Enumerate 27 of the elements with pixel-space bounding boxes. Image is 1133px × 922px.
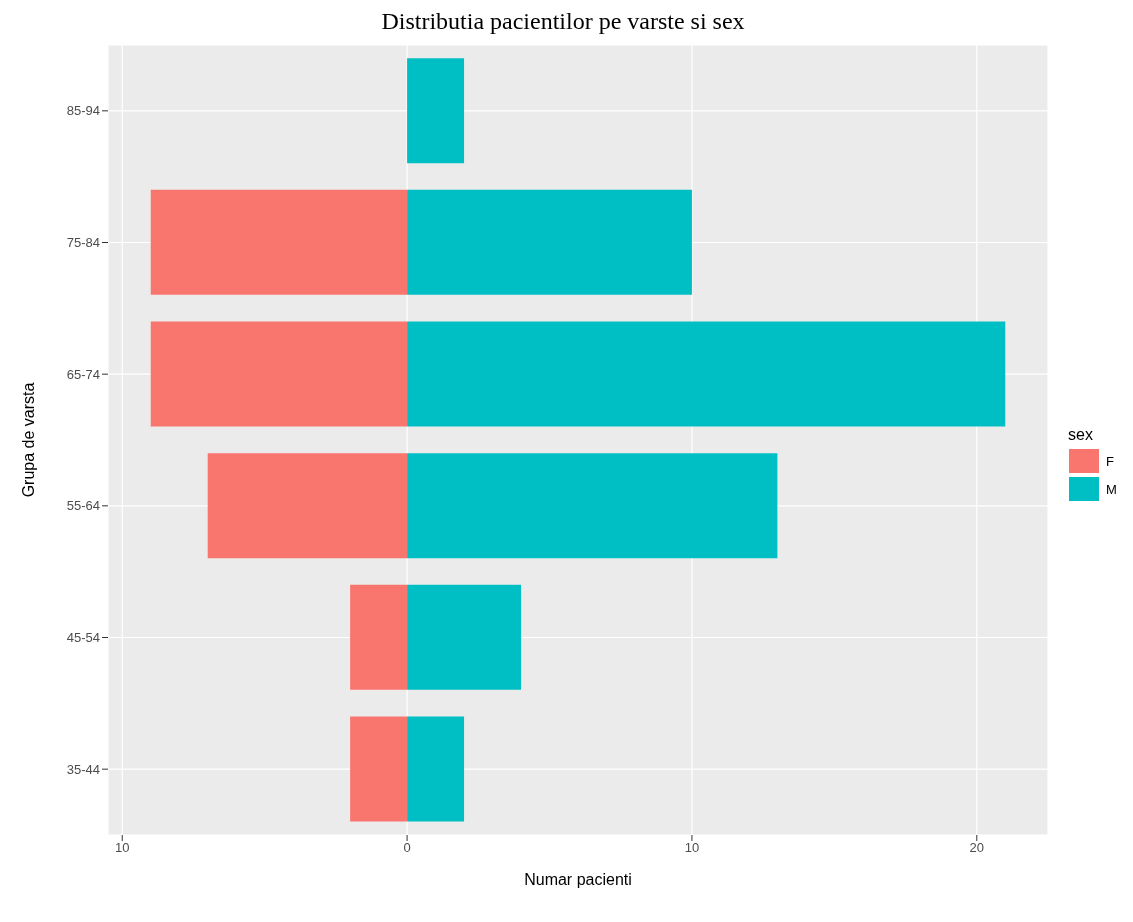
legend-label: M xyxy=(1106,481,1117,497)
y-tick-label: 35-44 xyxy=(66,761,100,777)
x-axis-title: Numar pacienti xyxy=(524,871,632,888)
bar xyxy=(407,584,522,690)
x-tick-label: 10 xyxy=(684,840,700,856)
y-tick-label: 45-54 xyxy=(66,630,100,646)
y-tick-label: 85-94 xyxy=(66,103,100,119)
y-axis-title: Grupa de varsta xyxy=(19,382,37,498)
bar xyxy=(207,453,408,559)
y-tick-label: 75-84 xyxy=(66,235,100,251)
bar xyxy=(150,189,408,295)
legend-label: F xyxy=(1106,453,1114,469)
bar xyxy=(350,716,408,822)
bar xyxy=(407,453,778,559)
y-tick-label: 65-74 xyxy=(66,366,100,382)
bar xyxy=(407,58,465,164)
y-tick-label: 55-64 xyxy=(66,498,100,514)
chart-title: Distributia pacientilor pe varste si sex xyxy=(380,8,746,35)
bar xyxy=(407,321,1006,427)
x-tick-label: 20 xyxy=(969,840,985,856)
x-tick-label: 0 xyxy=(403,840,411,856)
legend-title: sex xyxy=(1068,426,1094,444)
bar xyxy=(407,189,692,295)
bar xyxy=(407,716,465,822)
bar xyxy=(150,321,408,427)
x-tick-label: 10 xyxy=(115,840,130,856)
bar xyxy=(350,584,408,690)
